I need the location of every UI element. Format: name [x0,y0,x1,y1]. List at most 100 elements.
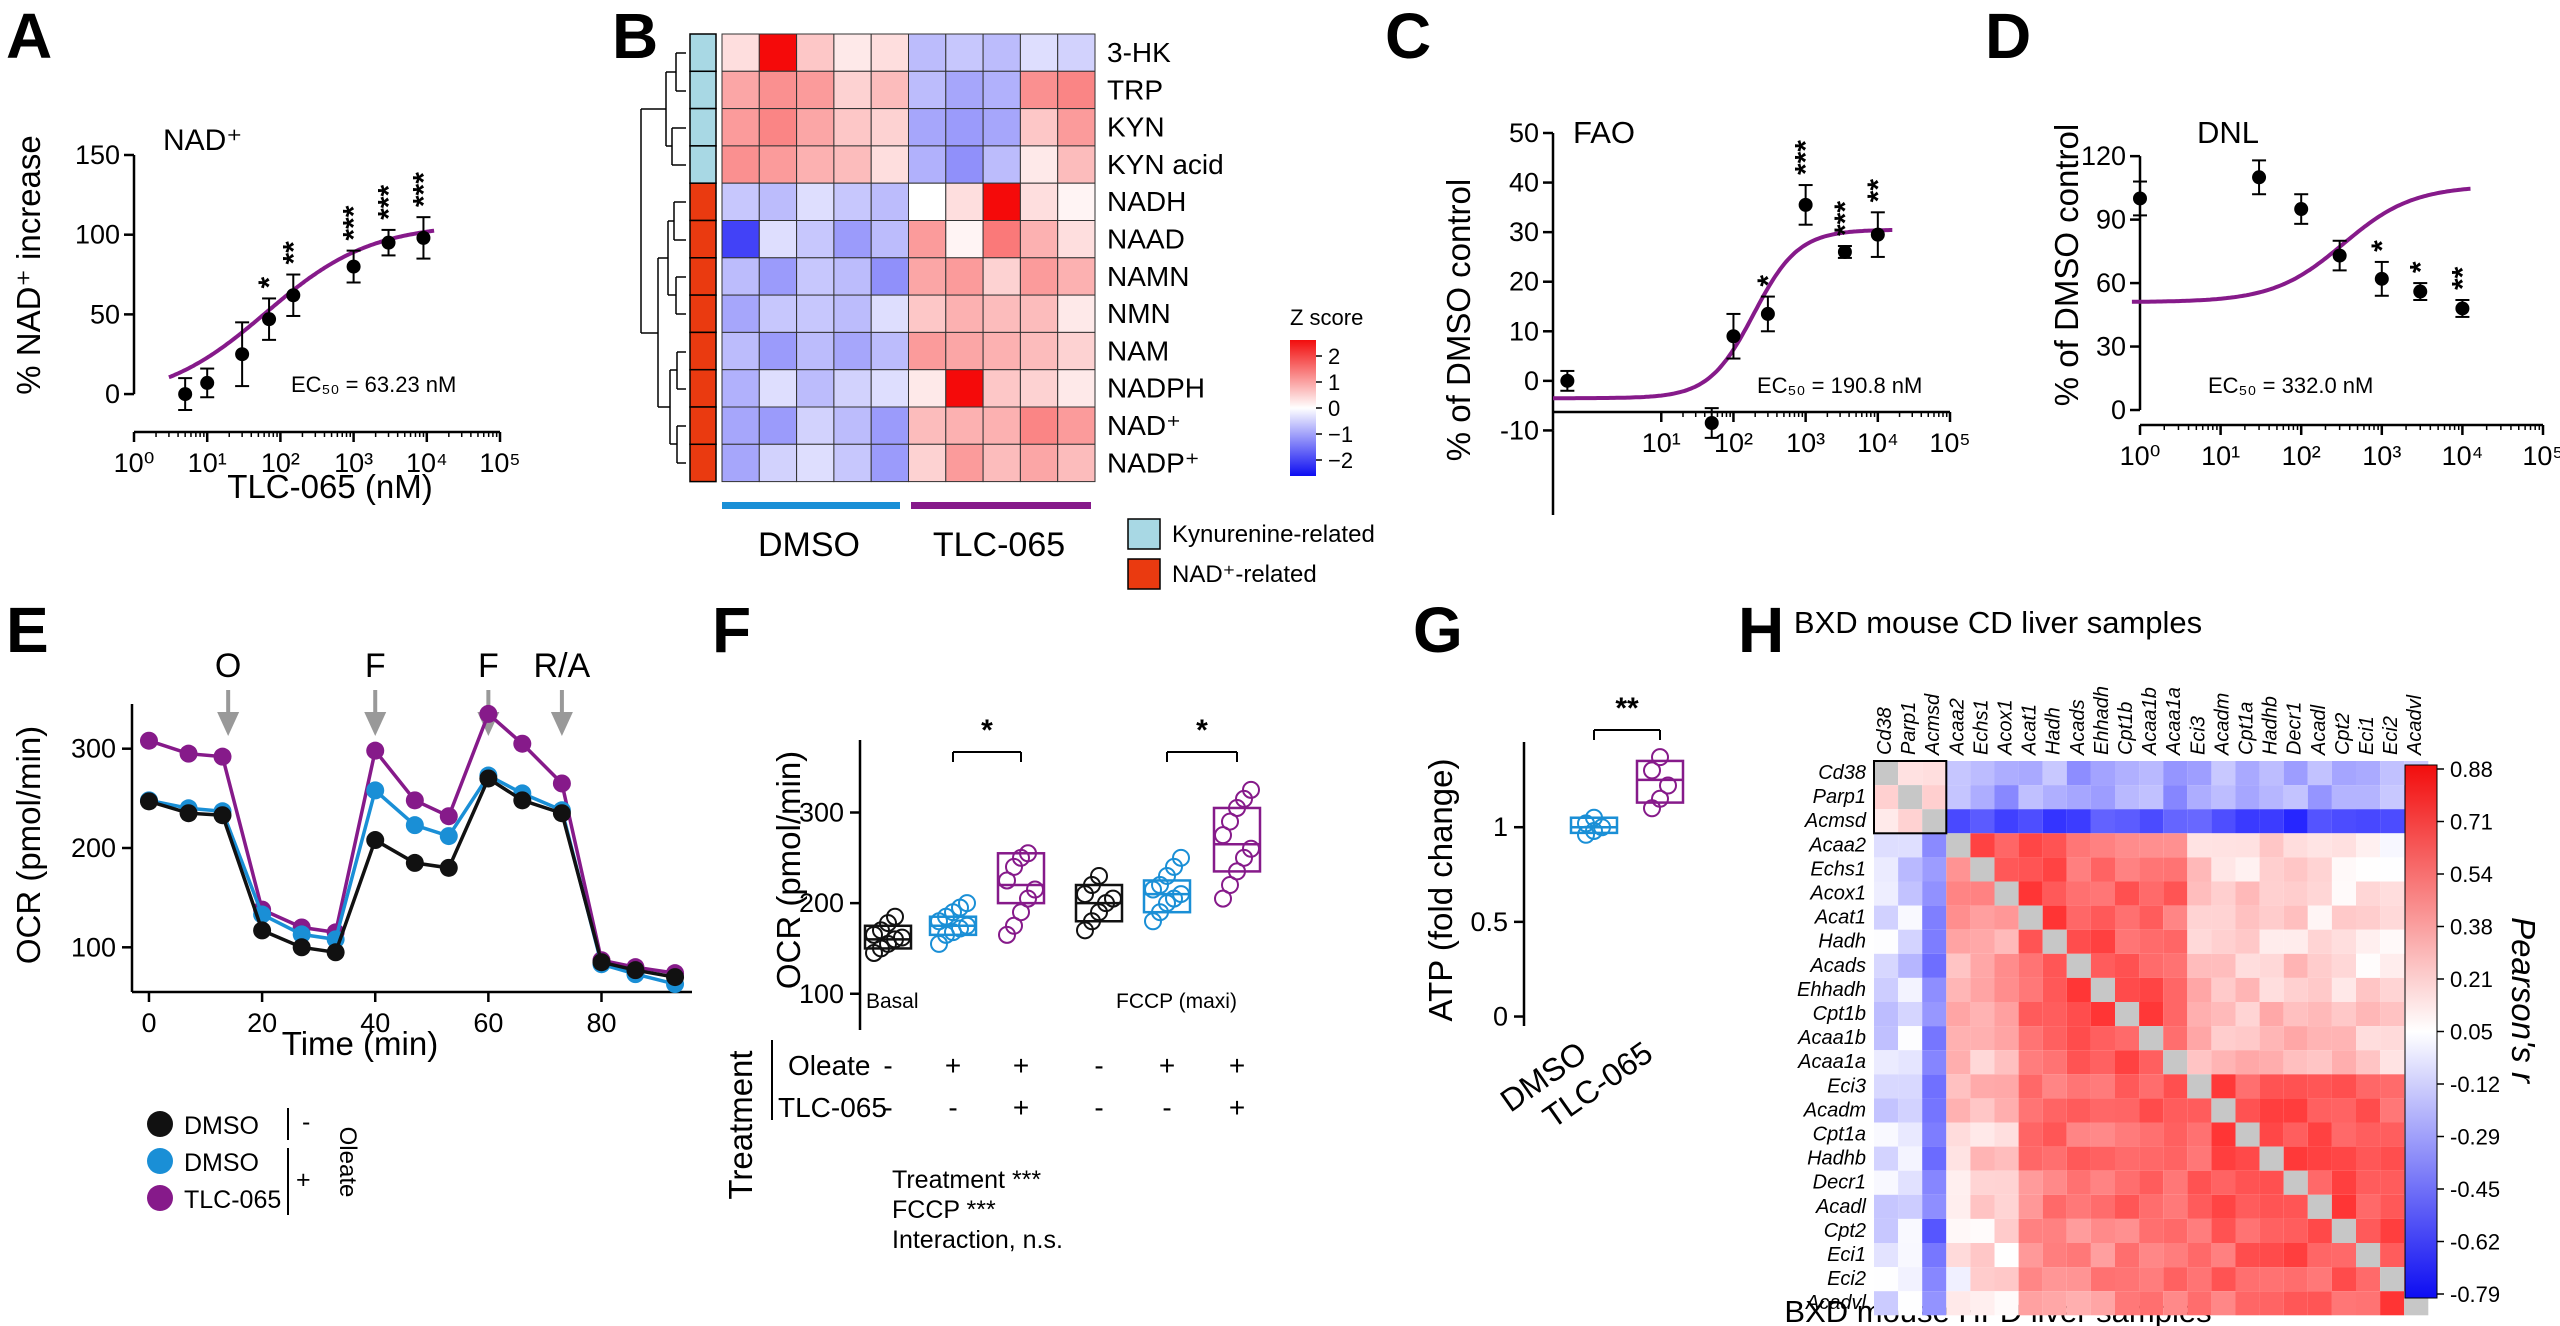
correlation-cell [1922,953,1947,978]
correlation-cell [2211,905,2236,930]
correlation-cell [2090,785,2115,810]
gene-row-label: Acox1 [1809,883,1866,905]
heatmap-cell [721,294,760,333]
series-point-tlc-065 [179,744,198,763]
correlation-cell [2042,1026,2067,1051]
gene-column-label: Parp1 [1898,702,1920,755]
correlation-cell [2259,1291,2284,1316]
panel-c-significance: *** [1829,201,1862,236]
injection-label: R/A [534,647,591,685]
correlation-cell [2380,1291,2405,1316]
correlation-cell [2380,785,2405,810]
correlation-cell [2211,785,2236,810]
correlation-cell [2090,1098,2115,1123]
treatment-sign: - [948,1092,957,1123]
heatmap-cell [1057,70,1096,110]
row-group-sidebar [689,368,717,408]
correlation-cell [2018,1074,2043,1099]
correlation-cell [2235,857,2260,882]
heatmap-cell [796,443,835,483]
correlation-cell [2307,953,2332,978]
correlation-cell [1994,1122,2019,1147]
panel-d-dnl-dose-response: DNL EC₅₀ = 332.0 nM % of DMSO control 0 3… [2048,115,2560,471]
panel-e-ytick-label: 100 [71,932,116,962]
panel-c-data-point [1760,306,1775,321]
row-group-sidebar [689,182,717,222]
panel-c-data-point [1560,373,1575,388]
heatmap-cell [796,331,835,371]
correlation-cell [2187,1050,2212,1075]
correlation-cell [1874,1002,1899,1027]
correlation-cell [2356,833,2381,858]
gene-row-label: Acmsd [1804,810,1867,832]
heatmap-cell [758,108,798,147]
panel-c-fao-dose-response: FAO EC₅₀ = 190.8 nM % of DMSO control -1… [1440,115,1971,515]
correlation-cell [1922,1243,1947,1268]
panel-e-xtick-label: 80 [586,1008,616,1038]
correlation-cell [2018,1098,2043,1123]
correlation-cell [2066,1074,2091,1099]
correlation-cell [2307,1267,2332,1292]
correlation-cell [2090,1050,2115,1075]
panel-e-xtick-label: 0 [141,1008,156,1038]
box-point [1026,880,1044,899]
correlation-cell [2331,977,2356,1002]
heatmap-cell [833,331,872,371]
heatmap-cell [945,369,984,408]
panel-d-xtick-label: 10⁴ [2442,441,2484,471]
correlation-cell [2187,1267,2212,1292]
correlation-cell [2380,1194,2405,1219]
treatment-sign: + [1013,1092,1029,1123]
correlation-cell [2066,881,2091,906]
correlation-cell [2187,881,2212,906]
correlation-cell [2042,809,2067,834]
heatmap-cell [796,257,835,296]
correlation-cell [2018,905,2043,930]
box-point [1585,808,1603,827]
panel-c-xtick-label: 10⁵ [1929,428,1970,458]
correlation-cell [1970,1194,1995,1219]
correlation-cell [2163,857,2188,882]
panel-f-ytick-label: 100 [799,979,844,1009]
correlation-cell [2307,1218,2332,1243]
panel-e-y-label: OCR (pmol/min) [10,726,47,964]
correlation-cell [1874,977,1899,1002]
correlation-cell [2090,1122,2115,1147]
panel-d-data-point [2252,170,2267,185]
box-point [1172,885,1190,904]
correlation-cell [1946,977,1971,1002]
panel-d-ytick-label: 60 [2096,268,2126,298]
correlation-cell [2259,1050,2284,1075]
panel-d-xtick-label: 10³ [2362,441,2401,471]
correlation-cell [1946,1098,1971,1123]
series-point-tlc-065 [552,774,571,793]
panel-c-ytick-label: 50 [1509,118,1539,148]
correlation-cell [2307,881,2332,906]
legend-nad-label: NAD⁺-related [1172,561,1317,588]
heatmap-cell [945,33,984,72]
panel-letter-h: H [1738,594,1784,666]
correlation-cell [2066,1026,2091,1051]
box-point [1104,889,1122,908]
correlation-cell [1898,1074,1923,1099]
heatmap-cell [908,406,947,445]
correlation-cell [2211,881,2236,906]
correlation-cell [2139,929,2164,954]
heatmap-cell [1019,443,1059,483]
injection-arrow-head [217,712,240,736]
panel-d-y-label: % of DMSO control [2048,124,2085,406]
panel-d-xtick-label: 10² [2282,441,2321,471]
correlation-cell [2283,1267,2308,1292]
heatmap-cell [870,145,910,184]
correlation-cell [2356,1074,2381,1099]
heatmap-cell [870,331,910,371]
correlation-cell [2380,761,2405,786]
group-bar-tlc065 [911,502,1091,509]
panel-e-ocr-time-course: Time (min) OCR (pmol/min) DMSO DMSO TLC-… [10,647,692,1215]
correlation-cell [2235,1050,2260,1075]
box-point [893,928,911,947]
correlation-cell [2235,1243,2260,1268]
correlation-cell [1994,929,2019,954]
heatmap-cell [945,220,984,259]
correlation-cell [2139,977,2164,1002]
